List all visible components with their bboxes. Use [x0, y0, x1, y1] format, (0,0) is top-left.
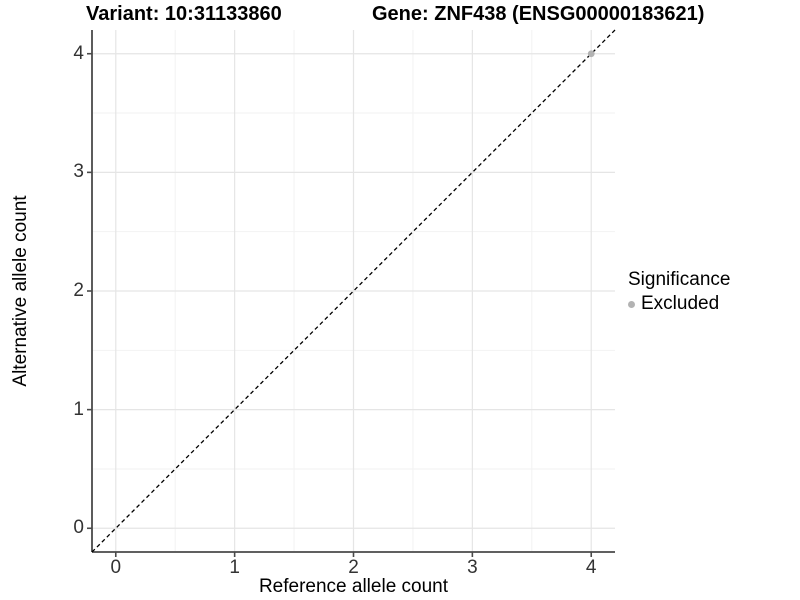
- legend-item-label: Excluded: [641, 293, 720, 314]
- x-tick-label: 3: [467, 557, 478, 578]
- y-axis-title: Alternative allele count: [10, 195, 31, 387]
- y-tick-label: 3: [73, 161, 84, 183]
- y-tick-label: 1: [73, 398, 84, 420]
- x-tick-label: 1: [229, 557, 240, 578]
- x-tick-label: 4: [585, 557, 597, 578]
- variant-title: Variant: 10:31133860: [86, 3, 282, 25]
- gene-title: Gene: ZNF438 (ENSG00000183621): [372, 3, 705, 25]
- legend-title: Significance: [628, 269, 731, 290]
- y-tick-label: 0: [73, 517, 84, 539]
- y-tick-label: 2: [73, 280, 84, 301]
- excluded-point-marker-icon: [628, 300, 635, 308]
- data-point-excluded: [587, 50, 595, 58]
- y-tick-label: 4: [73, 42, 84, 64]
- x-tick-label: 0: [110, 557, 122, 578]
- legend: Significance Excluded: [628, 268, 730, 315]
- x-tick-label: 2: [348, 557, 359, 578]
- legend-item-excluded: Excluded: [628, 293, 730, 315]
- x-axis-title: Reference allele count: [258, 576, 449, 597]
